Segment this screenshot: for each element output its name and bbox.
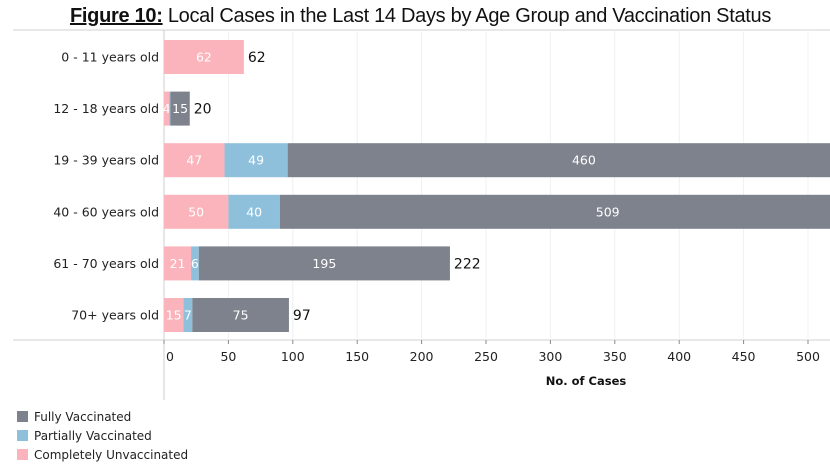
- segment-value-label: 4: [163, 101, 171, 116]
- figure-number: Figure 10:: [70, 5, 163, 27]
- bar-segment-completely-unvaccinated: [164, 246, 192, 281]
- bar-segment-completely-unvaccinated: [164, 194, 229, 229]
- category-label: 12 - 18 years old: [53, 101, 159, 116]
- x-tick-label: 350: [603, 349, 627, 364]
- segment-value-label: 49: [248, 153, 264, 168]
- x-tick-label: 400: [667, 349, 691, 364]
- total-value-label: 222: [454, 256, 481, 272]
- x-tick-label: 500: [796, 349, 820, 364]
- segment-value-label: 15: [172, 101, 188, 116]
- chart-title: Figure 10: Local Cases in the Last 14 Da…: [0, 5, 830, 28]
- legend-item-fully-vaccinated: Fully Vaccinated: [17, 407, 188, 426]
- x-axis: 0 50 100 150 200 250 300 350 400 450 500: [163, 340, 820, 364]
- chart-title-text: Local Cases in the Last 14 Days by Age G…: [162, 5, 772, 27]
- x-tick-label: 300: [538, 349, 562, 364]
- total-value-label: 20: [194, 102, 212, 118]
- segment-value-label: 509: [596, 204, 620, 219]
- segment-value-label: 21: [170, 256, 186, 271]
- category-label: 40 - 60 years old: [53, 204, 159, 219]
- legend-label: Fully Vaccinated: [34, 409, 132, 424]
- segment-value-label: 62: [196, 50, 212, 65]
- bar-segment-partially-vaccinated: [224, 143, 288, 178]
- x-tick-label: 100: [281, 349, 305, 364]
- x-tick-label: 200: [410, 349, 434, 364]
- x-tick-label: 50: [220, 349, 236, 364]
- segment-value-label: 195: [312, 256, 336, 271]
- x-tick-label: 250: [474, 349, 498, 364]
- bar-segment-partially-vaccinated: [191, 246, 199, 281]
- legend: Fully Vaccinated Partially Vaccinated Co…: [17, 407, 188, 464]
- legend-swatch-completely-unvaccinated: [17, 449, 28, 460]
- category-label: 70+ years old: [71, 308, 159, 323]
- bar-segment-partially-vaccinated: [183, 298, 193, 332]
- bar-segment-fully-vaccinated: [198, 246, 450, 281]
- category-label: 0 - 11 years old: [61, 50, 159, 65]
- total-value-label: 97: [293, 308, 311, 324]
- category-labels: 0 - 11 years old 12 - 18 years old 19 - 39…: [53, 50, 159, 323]
- category-label: 19 - 39 years old: [53, 153, 159, 168]
- legend-item-completely-unvaccinated: Completely Unvaccinated: [17, 445, 188, 464]
- segment-value-label: 47: [186, 153, 202, 168]
- bar-segment-fully-vaccinated: [279, 194, 830, 229]
- bar-segment-completely-unvaccinated: [164, 91, 170, 126]
- bar-segment-fully-vaccinated: [287, 143, 830, 178]
- legend-swatch-partially-vaccinated: [17, 430, 28, 441]
- segment-value-label: 7: [184, 308, 192, 323]
- bar-segment-partially-vaccinated: [228, 194, 280, 229]
- bar-segment-completely-unvaccinated: [164, 143, 225, 178]
- segment-value-label: 50: [188, 204, 204, 219]
- segment-value-label: 75: [233, 308, 249, 323]
- legend-item-partially-vaccinated: Partially Vaccinated: [17, 426, 188, 445]
- segment-value-label: 40: [246, 204, 262, 219]
- segment-value-label: 15: [166, 308, 182, 323]
- bar-segment-completely-unvaccinated: [164, 298, 184, 332]
- legend-swatch-fully-vaccinated: [17, 411, 28, 422]
- x-tick-label: 450: [732, 349, 756, 364]
- bar-segment-fully-vaccinated: [170, 91, 190, 126]
- x-axis-title: No. of Cases: [546, 374, 627, 388]
- x-tick-label: 0: [166, 349, 174, 364]
- category-label: 61 - 70 years old: [53, 256, 159, 271]
- x-tick-label: 150: [345, 349, 369, 364]
- bar-segment-fully-vaccinated: [192, 298, 289, 332]
- segment-value-label: 6: [191, 256, 199, 271]
- bar-segment-partially-vaccinated: [169, 91, 171, 126]
- bar-segment-completely-unvaccinated: [164, 40, 244, 74]
- total-value-label: 62: [248, 50, 266, 66]
- legend-label: Completely Unvaccinated: [34, 447, 189, 462]
- legend-label: Partially Vaccinated: [34, 428, 152, 443]
- segment-value-label: 460: [572, 153, 596, 168]
